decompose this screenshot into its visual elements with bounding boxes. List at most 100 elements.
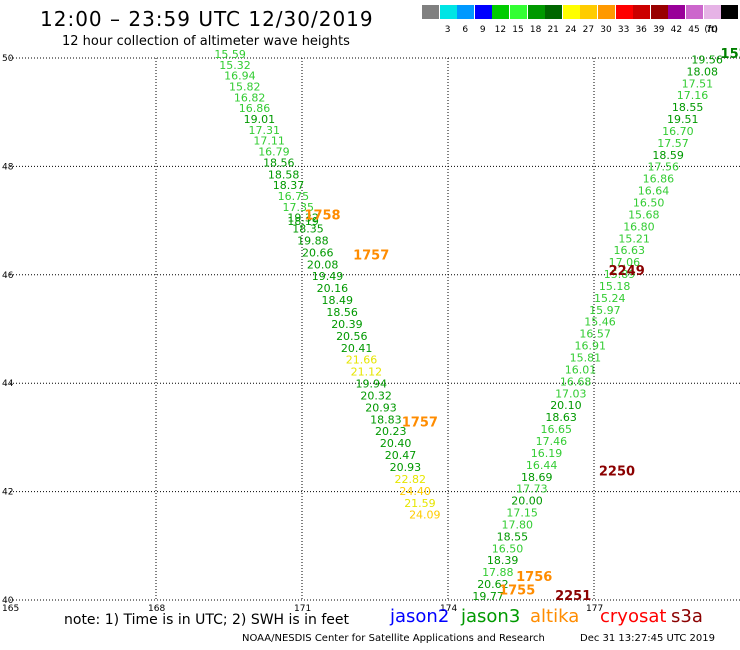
swh-value: 20.93	[390, 461, 422, 474]
swh-value: 24.09	[409, 509, 441, 522]
map-grid	[10, 57, 740, 601]
legend-swatch	[703, 5, 721, 19]
legend-swatch	[668, 5, 686, 19]
pass-time-label: 1758	[304, 209, 340, 224]
pass-time-label: 1757	[353, 249, 389, 264]
swh-value: 16.82	[234, 91, 266, 104]
track-values: 15.5915.3216.9415.8216.8216.8619.0117.31…	[214, 48, 722, 603]
legend-label: 3	[444, 25, 451, 35]
swh-value: 18.08	[686, 65, 718, 78]
legend-swatch	[474, 5, 492, 19]
swh-value: 16.64	[638, 185, 670, 198]
pass-time-label: 1755	[499, 584, 535, 599]
swh-value: 16.86	[239, 102, 271, 115]
swh-value: 19.94	[356, 378, 388, 391]
swh-value: 18.59	[652, 149, 684, 162]
legend-label: 6	[462, 25, 469, 35]
swh-value: 18.55	[497, 530, 528, 543]
pass-time-label: 1524	[721, 47, 740, 62]
swh-value: 18.83	[370, 413, 402, 426]
legend-label: 18	[529, 25, 542, 35]
pass-time-label: 1756	[516, 570, 552, 585]
legend-swatch	[439, 5, 457, 19]
map-subtitle: 12 hour collection of altimeter wave hei…	[62, 34, 350, 49]
swh-value: 20.32	[360, 389, 392, 402]
swh-value: 16.01	[565, 363, 597, 376]
swh-value: 17.35	[283, 201, 315, 214]
lat-tick-label: 48	[2, 162, 14, 172]
swh-value: 18.69	[521, 471, 553, 484]
swh-value: 17.56	[648, 161, 680, 174]
legend-label: 15	[512, 25, 524, 35]
swh-value: 15.21	[618, 232, 650, 245]
swh-value: 19.88	[297, 234, 329, 247]
pass-time-label: 2250	[599, 464, 635, 479]
swh-value: 18.56	[263, 156, 295, 169]
legend-swatch	[598, 5, 615, 19]
swh-value: 20.66	[302, 246, 334, 259]
swh-value: 17.16	[677, 89, 709, 102]
swh-value: 16.50	[492, 542, 524, 555]
swh-value: 17.57	[657, 137, 689, 150]
swh-value: 20.56	[336, 330, 368, 343]
pass-time-label: 2251	[555, 589, 591, 604]
swh-value: 17.88	[482, 566, 513, 579]
swh-value: 17.73	[516, 483, 548, 496]
swh-value: 16.68	[560, 375, 592, 388]
swh-value: 16.79	[258, 146, 290, 159]
axis-labels: 165 168 171 174 177 50 48 46 44 42 40	[2, 54, 603, 614]
swh-value: 18.49	[321, 294, 353, 307]
legend-swatch	[457, 5, 475, 19]
legend-swatch	[650, 5, 668, 19]
pass-time-label: 2249	[609, 264, 645, 279]
lon-tick-label: 171	[294, 604, 311, 614]
lat-tick-label: 42	[2, 488, 13, 498]
legend-swatch	[686, 5, 703, 19]
swh-value: 18.39	[487, 554, 519, 567]
lon-tick-label: 168	[148, 604, 165, 614]
legend-swatch	[422, 5, 439, 19]
swh-value: 15.82	[229, 81, 261, 94]
pass-labels: 1758175717571756175515241525224224922502…	[304, 47, 740, 604]
satellite-cryosat: cryosat	[600, 606, 667, 627]
legend-label: 45	[688, 25, 700, 35]
swh-value: 15.18	[599, 280, 631, 293]
lon-tick-label: 174	[440, 604, 457, 614]
legend-label: 27	[582, 25, 595, 35]
swh-value: 24.40	[399, 485, 431, 498]
legend-label: 36	[635, 25, 647, 35]
lon-tick-label: 177	[586, 604, 603, 614]
swh-value: 15.68	[628, 208, 660, 221]
legend-label: 12	[494, 25, 507, 35]
swh-value: 16.44	[526, 459, 558, 472]
swh-value: 18.37	[273, 179, 305, 192]
swh-value: 20.41	[341, 342, 373, 355]
swh-value: 16.94	[224, 70, 256, 83]
legend-label: 30	[600, 25, 612, 35]
lat-tick-label: 46	[2, 271, 14, 281]
swh-value: 15.89	[604, 268, 636, 281]
legend-label: 24	[565, 25, 577, 35]
legend-unit: (ft)	[704, 25, 718, 35]
legend-swatch	[545, 5, 563, 19]
swh-value: 15.24	[594, 292, 626, 305]
swh-value: 19.77	[472, 590, 504, 603]
satellite-s3a: s3a	[671, 606, 703, 627]
swh-value: 21.66	[346, 354, 378, 367]
swh-value: 19.51	[667, 113, 699, 126]
swh-value: 18.35	[292, 223, 324, 236]
legend-swatch	[562, 5, 580, 19]
swh-value: 15.32	[219, 59, 251, 72]
legend-label: 21	[547, 25, 559, 35]
swh-value: 20.10	[550, 399, 582, 412]
swh-value: 22.82	[394, 473, 426, 486]
legend-label: 39	[653, 25, 665, 35]
pass-time-label: 1757	[402, 416, 438, 431]
lat-tick-label: 40	[2, 596, 14, 606]
legend-swatch	[721, 5, 739, 19]
legend-label: 70	[705, 25, 718, 35]
swh-value: 21.12	[351, 366, 383, 379]
generated-timestamp: Dec 31 13:27:45 UTC 2019	[580, 633, 715, 644]
swh-value: 16.91	[575, 340, 607, 353]
